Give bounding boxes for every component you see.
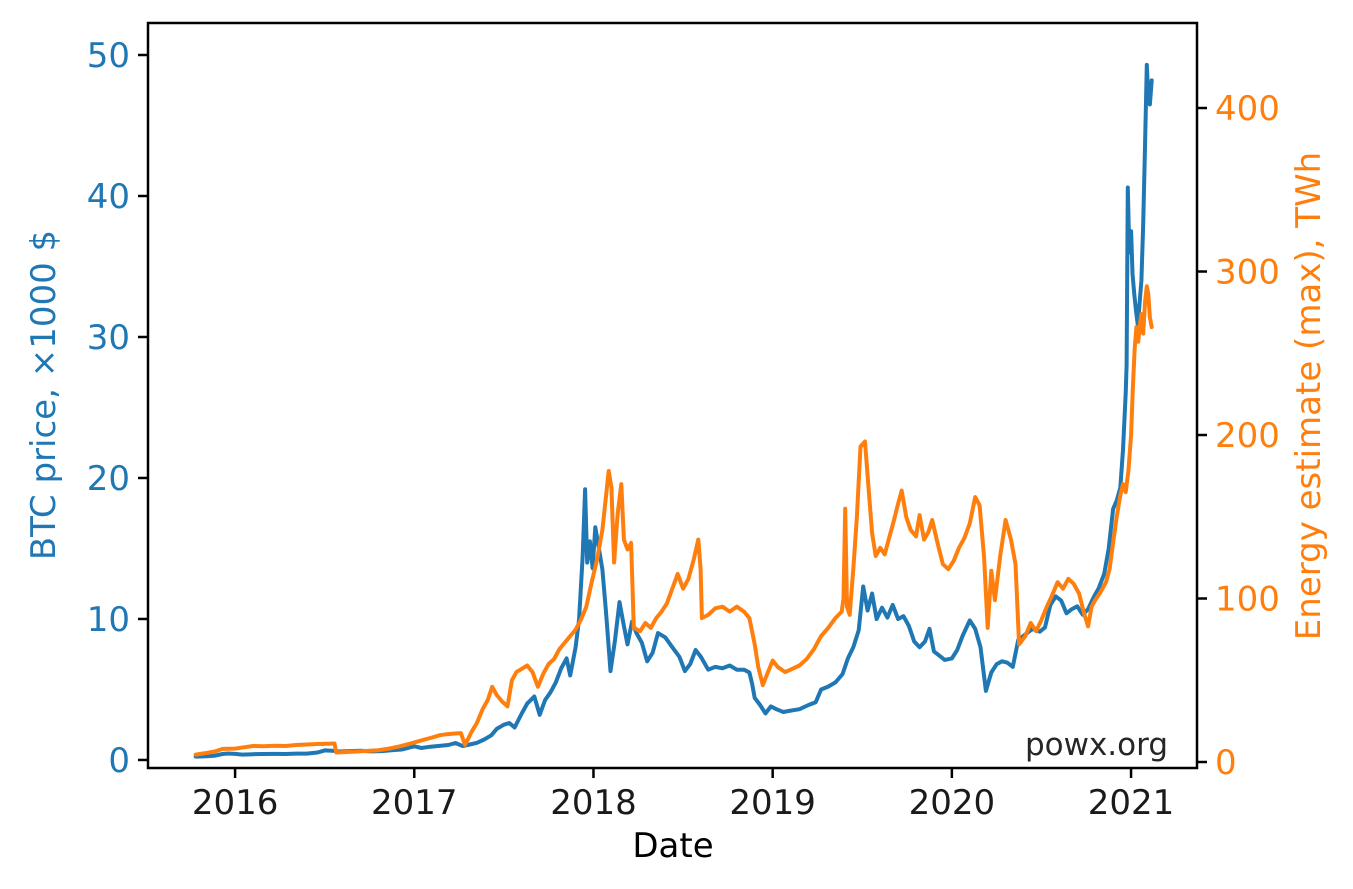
series-line-energy-estimate xyxy=(193,284,1154,757)
x-tick-label: 2016 xyxy=(192,783,279,823)
y-right-tick-label: 400 xyxy=(1215,89,1280,129)
y-right-tick-label: 100 xyxy=(1215,580,1280,620)
y-axis-label-right: Energy estimate (max), TWh xyxy=(1289,151,1329,641)
y-left-tick-label: 20 xyxy=(87,459,130,499)
y-left-tick-label: 10 xyxy=(87,600,130,640)
x-tick-label: 2020 xyxy=(909,783,996,823)
y-right-tick-label: 0 xyxy=(1215,743,1237,783)
y-left-tick-label: 0 xyxy=(108,741,130,781)
y-left-tick-label: 30 xyxy=(87,318,130,358)
y-axis-label-left: BTC price, ×1000 $ xyxy=(24,229,64,561)
x-tick-label: 2018 xyxy=(550,783,637,823)
y-right-tick-label: 200 xyxy=(1215,416,1280,456)
y-left-tick-label: 40 xyxy=(87,177,130,217)
y-left-tick-label: 50 xyxy=(87,36,130,76)
watermark-text: powx.org xyxy=(1024,727,1168,763)
x-tick-label: 2017 xyxy=(371,783,458,823)
x-axis-label: Date xyxy=(632,826,714,866)
y-right-tick-label: 300 xyxy=(1215,253,1280,293)
series-line-btc-price xyxy=(193,62,1154,759)
x-tick-label: 2019 xyxy=(729,783,816,823)
x-tick-label: 2021 xyxy=(1088,783,1175,823)
plot-spines xyxy=(146,21,1199,770)
